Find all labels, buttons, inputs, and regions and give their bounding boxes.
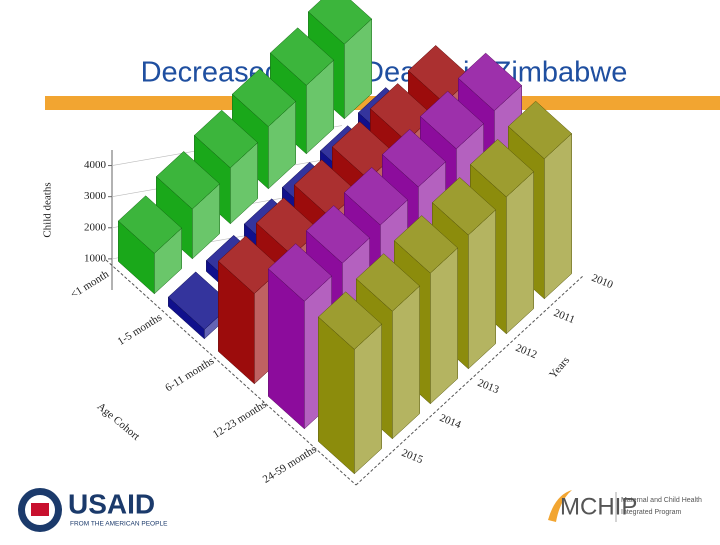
bar-top bbox=[393, 215, 459, 274]
bar-top bbox=[269, 27, 335, 86]
bar-right-face bbox=[468, 209, 496, 370]
bar-right-face bbox=[506, 171, 534, 335]
bar-top bbox=[217, 235, 283, 294]
bar-top bbox=[193, 109, 259, 169]
usaid-logo: USAID FROM THE AMERICAN PEOPLE bbox=[18, 488, 168, 532]
y-tick-label: 4000 bbox=[84, 159, 107, 171]
bar-top bbox=[117, 195, 183, 254]
bar-top bbox=[267, 243, 333, 302]
bar-top bbox=[431, 177, 497, 236]
bar-top bbox=[457, 52, 523, 112]
year-label: 2011 bbox=[552, 307, 577, 326]
bar-top bbox=[355, 253, 421, 312]
bar-right-face bbox=[430, 247, 458, 405]
y-tick-label: 1000 bbox=[84, 252, 107, 264]
bar-right-face bbox=[354, 323, 382, 475]
bar-top bbox=[343, 167, 409, 226]
bar-top bbox=[305, 205, 371, 264]
bar-top bbox=[469, 138, 535, 198]
bar bbox=[155, 151, 221, 260]
bar-top bbox=[419, 90, 485, 150]
slide-title: Decreased Child Deaths in Zimbabwe bbox=[141, 57, 628, 89]
y-tick-label: 3000 bbox=[84, 190, 107, 202]
year-label: 2010 bbox=[590, 272, 615, 292]
age-label: 1-5 months bbox=[115, 311, 164, 348]
age-label: 6-11 months bbox=[163, 355, 216, 394]
bar-top bbox=[231, 68, 297, 127]
bar bbox=[267, 243, 333, 430]
bar bbox=[117, 195, 183, 295]
y-tick-label: 2000 bbox=[84, 221, 107, 233]
bar-top bbox=[155, 151, 221, 210]
mchip-icon bbox=[548, 490, 572, 522]
year-label: 2012 bbox=[514, 342, 539, 361]
x-axis-title: Years bbox=[547, 354, 572, 381]
mchip-logo: MCHIP Maternal and Child Health Integrat… bbox=[548, 490, 702, 522]
year-label: 2014 bbox=[438, 412, 463, 432]
age-axis bbox=[105, 259, 357, 486]
y-axis-title: Child deaths bbox=[42, 182, 54, 237]
year-label: 2013 bbox=[476, 377, 501, 397]
bar bbox=[317, 291, 383, 475]
bar-top bbox=[507, 100, 573, 160]
usaid-text: USAID bbox=[68, 488, 155, 519]
year-label: 2015 bbox=[400, 447, 425, 467]
usaid-tagline: FROM THE AMERICAN PEOPLE bbox=[70, 521, 168, 528]
year-axis bbox=[355, 274, 585, 486]
usaid-shield bbox=[31, 503, 49, 516]
z-axis-title: Age Cohort bbox=[95, 400, 142, 442]
bar-right-face bbox=[392, 285, 420, 440]
mchip-text: MCHIP bbox=[560, 493, 637, 520]
age-label: 12-23 months bbox=[211, 398, 269, 440]
bar-right-face bbox=[544, 133, 572, 300]
mchip-line2: Integrated Program bbox=[621, 509, 681, 516]
bar-top bbox=[307, 0, 373, 45]
bar-top bbox=[381, 128, 447, 188]
bar-top bbox=[317, 291, 383, 350]
mchip-line1: Maternal and Child Health bbox=[621, 497, 702, 504]
age-label: <1 month bbox=[69, 268, 112, 301]
age-label: 24-59 months bbox=[261, 443, 319, 485]
